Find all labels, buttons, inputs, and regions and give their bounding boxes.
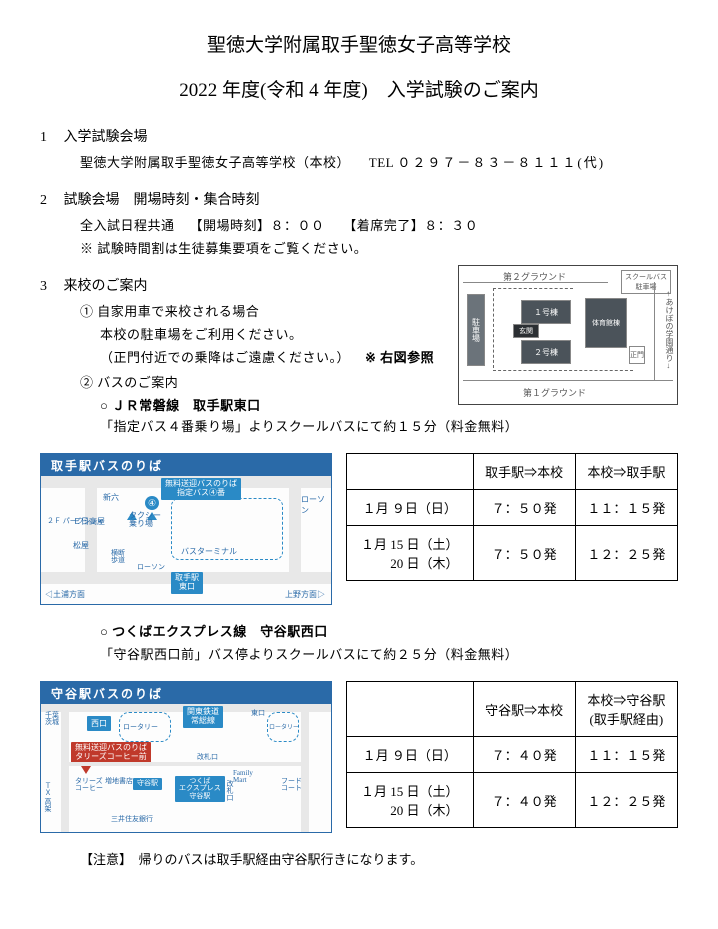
tx-desc: 「守谷駅西口前」バス停よりスクールバスにて約２５分（料金無料）	[100, 644, 678, 663]
section-1-heading: 入学試験会場	[64, 130, 148, 145]
moriya-r2-go: ７：４０発	[473, 773, 575, 828]
moriya-bus-map: 守谷駅バスのりば 千葉 茨城 西口 ロータリー 関東鉄道 常総線 東口 ロータリ…	[40, 681, 332, 833]
toride-bus-map: 取手駅バスのりば 無料送迎バスのりば 指定バス④番 ④ 新六 ローソン ２Ｆ パ…	[40, 453, 332, 605]
moriya-chiba: 千葉 茨城	[45, 712, 59, 726]
sched-corner-2	[347, 682, 474, 737]
moriya-r1-back: １１：１５発	[575, 737, 677, 773]
section-2-number: 2	[40, 193, 60, 209]
campus-ground1: 第１グラウンド	[523, 386, 586, 399]
campus-bldg2: ２号棟	[521, 340, 571, 364]
moriya-rotary1: ロータリー	[123, 722, 158, 732]
sec3-sub1-ref: ※ 右図参照	[365, 350, 434, 365]
campus-bldg1: １号棟	[521, 300, 571, 324]
jr-heading: ○ ＪＲ常磐線 取手駅東口	[100, 398, 261, 413]
moriya-foodcourt: フード コート	[281, 778, 302, 792]
sec2-common: 全入試日程共通	[80, 218, 175, 233]
toride-schedule-table: 取手駅⇒本校 本校⇒取手駅 １月 ９日（日） ７：５０発 １１：１５発 １月 1…	[346, 453, 678, 581]
toride-callout: 無料送迎バスのりば 指定バス④番	[161, 478, 241, 500]
moriya-gate1: 改札口	[197, 752, 218, 762]
toride-r1-date: １月 ９日（日）	[347, 490, 474, 526]
section-2: 2 試験会場 開場時刻・集合時刻 全入試日程共通 【開場時刻】８：００ 【着席完…	[40, 189, 678, 257]
footnote: 【注意】 帰りのバスは取手駅経由守谷駅行きになります。	[80, 849, 678, 868]
toride-stop-number: ④	[145, 496, 159, 510]
section-3-heading: 来校のご案内	[64, 279, 148, 294]
toride-h2: 本校⇒取手駅	[575, 454, 677, 490]
campus-sidestreet: ←あけぼの学園通り→	[664, 290, 675, 370]
moriya-east: 東口	[251, 710, 265, 717]
campus-gate: 正門	[629, 346, 645, 364]
moriya-callout: 無料送迎バスのりば タリーズコーヒー前	[71, 742, 151, 764]
sec3-sub2-label: ② バスのご案内	[80, 375, 178, 390]
toride-station: 取手駅 東口	[171, 572, 203, 594]
toride-tsuchiura: ◁土浦方面	[45, 589, 85, 600]
moriya-mitsui: 三井住友銀行	[111, 814, 153, 824]
toride-map-title: 取手駅バスのりば	[41, 454, 331, 477]
moriya-mart: Family Mart	[233, 770, 253, 784]
toride-r2-date: １月 15 日（土） 20 日（木）	[347, 526, 474, 581]
sec3-sub1-line2: （正門付近での乗降はご遠慮ください。）	[100, 350, 350, 365]
section-2-heading: 試験会場 開場時刻・集合時刻	[64, 193, 260, 208]
toride-row: 取手駅バスのりば 無料送迎バスのりば 指定バス④番 ④ 新六 ローソン ２Ｆ パ…	[40, 453, 678, 605]
tel-number: ０２９７－８３－８１１１(代)	[397, 155, 605, 170]
moriya-r1-go: ７：４０発	[473, 737, 575, 773]
moriya-r1-date: １月 ９日（日）	[347, 737, 474, 773]
moriya-r2-date: １月 15 日（土） 20 日（木）	[347, 773, 474, 828]
moriya-r2-back: １２：２５発	[575, 773, 677, 828]
jr-desc: 「指定バス４番乗り場」よりスクールバスにて約１５分（料金無料）	[100, 416, 678, 435]
sched-corner	[347, 454, 474, 490]
campus-parking: 駐車場	[467, 294, 485, 366]
moriya-map-title: 守谷駅バスのりば	[41, 682, 331, 705]
toride-shinroku: 新六	[103, 492, 119, 503]
toride-terminal: バスターミナル	[181, 546, 237, 557]
campus-gym: 体育館棟	[585, 298, 627, 348]
toride-h1: 取手駅⇒本校	[473, 454, 575, 490]
moriya-sta: 守谷駅	[133, 778, 162, 790]
sec2-seated: 【着席完了】８：３０	[343, 218, 478, 233]
toride-r2-go: ７：５０発	[473, 526, 575, 581]
toride-r2-back: １２：２５発	[575, 526, 677, 581]
toride-ehigashi: Ｅ日高屋	[73, 516, 105, 527]
moriya-tx: つくば エクスプレス 守谷駅	[175, 776, 225, 802]
section-3-number: 3	[40, 279, 60, 295]
toride-r1-back: １１：１５発	[575, 490, 677, 526]
toride-lawson: ローソン	[301, 494, 331, 516]
document-title: 2022 年度(令和 4 年度) 入学試験のご案内	[40, 75, 678, 102]
tx-section: ○ つくばエクスプレス線 守谷駅西口 「守谷駅西口前」バス停よりスクールバスにて…	[40, 621, 678, 663]
toride-matsuya: 松屋	[73, 540, 89, 551]
moriya-txlabel: ＴＸ 高架	[43, 782, 53, 812]
toride-ueno: 上野方面▷	[285, 589, 325, 600]
sec2-note: ※ 試験時間割は生徒募集要項をご覧ください。	[80, 238, 678, 257]
moriya-kanto: 関東鉄道 常総線	[183, 706, 223, 728]
moriya-h1: 守谷駅⇒本校	[473, 682, 575, 737]
toride-r1-go: ７：５０発	[473, 490, 575, 526]
toride-taxi: タクシー 乗り場	[129, 512, 161, 528]
section-1-number: 1	[40, 130, 60, 146]
toride-lawson2: ローソン	[137, 562, 165, 572]
moriya-zouchi: 増地書店	[105, 778, 133, 785]
school-name-title: 聖徳大学附属取手聖徳女子高等学校	[40, 30, 678, 57]
moriya-schedule-table: 守谷駅⇒本校 本校⇒守谷駅 (取手駅経由) １月 ９日（日） ７：４０発 １１：…	[346, 681, 678, 828]
tel-label: TEL	[369, 155, 394, 170]
sec3-sub1-label: ① 自家用車で来校される場合	[80, 304, 259, 319]
venue-name: 聖徳大学附属取手聖徳女子高等学校（本校）	[80, 155, 350, 170]
moriya-h2: 本校⇒守谷駅 (取手駅経由)	[575, 682, 677, 737]
moriya-tullys: タリーズ コーヒー	[75, 778, 103, 792]
toride-hodou: 横断 歩道	[111, 550, 125, 564]
section-1: 1 入学試験会場 聖徳大学附属取手聖徳女子高等学校（本校） TEL ０２９７－８…	[40, 126, 678, 171]
campus-map-diagram: 第２グラウンド スクールバス 駐車場 駐車場 １号棟 体育館棟 玄関 ２号棟 正…	[458, 265, 678, 405]
sec2-open: 【開場時刻】８：００	[190, 218, 325, 233]
moriya-nishi: 西口	[87, 716, 111, 731]
moriya-rotary2: ロータリー	[269, 722, 299, 731]
campus-entrance: 玄関	[513, 324, 539, 338]
tx-heading: ○ つくばエクスプレス線 守谷駅西口	[100, 624, 328, 639]
section-3: 3 来校のご案内 ① 自家用車で来校される場合 本校の駐車場をご利用ください。 …	[40, 275, 678, 435]
sec3-sub1-line1: 本校の駐車場をご利用ください。	[100, 324, 444, 343]
moriya-row: 守谷駅バスのりば 千葉 茨城 西口 ロータリー 関東鉄道 常総線 東口 ロータリ…	[40, 681, 678, 833]
moriya-gate2: 改札口	[225, 780, 235, 801]
